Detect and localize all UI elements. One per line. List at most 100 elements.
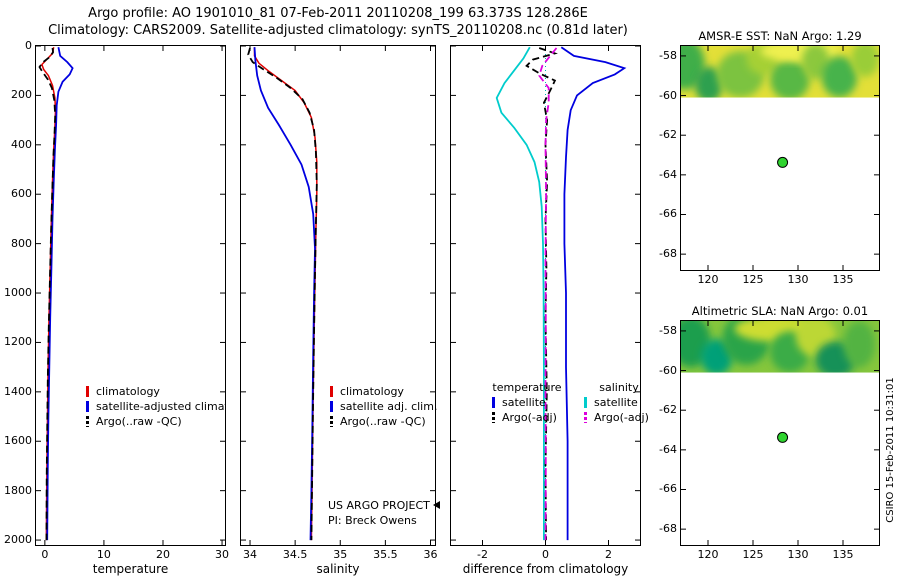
- salinity-profile-chart: 34 34.5 35 35.5 36 salinity: [240, 45, 437, 576]
- legend-row: climatology: [86, 384, 225, 399]
- tick-label: 125: [742, 548, 764, 561]
- tick-label: 1800: [4, 483, 32, 497]
- chart-canvas: [681, 321, 879, 545]
- tick-label: -66: [659, 207, 677, 221]
- chart-canvas: [681, 46, 879, 270]
- tick-label: 1600: [4, 434, 32, 448]
- annotation-arrow-icon: [432, 501, 440, 509]
- tick-label: 30: [215, 548, 230, 561]
- series-line: [538, 47, 558, 541]
- tick-label: 200: [11, 88, 32, 102]
- figure-title-line2: Climatology: CARS2009. Satellite-adjuste…: [48, 23, 628, 38]
- tick-label: 600: [11, 187, 32, 201]
- legend-label: satellite adj. clim.: [340, 400, 438, 413]
- legend-row: climatology: [330, 384, 440, 399]
- argo-float-marker: [777, 156, 789, 168]
- legend-label: Argo(-adj): [502, 411, 557, 424]
- series-line: [253, 47, 318, 541]
- series-line: [38, 47, 57, 541]
- tick-label: -60: [659, 88, 677, 102]
- legend-label: satellite-adjusted climatology: [96, 400, 225, 413]
- tick-label: 36: [423, 548, 438, 561]
- project-annotation: US ARGO PROJECT PI: Breck Owens: [328, 498, 440, 528]
- tick-label: 120: [697, 548, 719, 561]
- tick-label: 2000: [4, 533, 32, 547]
- argo-raw-line-sample: [330, 416, 333, 427]
- tick-label: 400: [11, 137, 32, 151]
- tick-label: 0: [542, 548, 549, 561]
- tick-label: -62: [659, 128, 677, 142]
- legend-row: satellite: [574, 395, 664, 410]
- series-line: [253, 47, 316, 541]
- tick-label: -58: [659, 323, 677, 337]
- project-name: US ARGO PROJECT: [328, 499, 430, 512]
- tick-label: -62: [659, 403, 677, 417]
- climatology-line-sample: [330, 386, 333, 397]
- chart-title: Altimetric SLA: NaN Argo: 0.01: [691, 304, 869, 318]
- tick-label: 1000: [4, 286, 32, 300]
- satellite-climatology-line-sample: [330, 401, 333, 412]
- tick-label: -68: [659, 247, 677, 261]
- series-line: [495, 46, 545, 541]
- tick-label: -66: [659, 482, 677, 496]
- legend-row: satellite: [482, 395, 572, 410]
- csiro-timestamp-watermark: CSIRO 15-Feb-2011 10:31:01: [885, 377, 896, 523]
- legend-row: Argo(..raw -QC): [330, 414, 440, 429]
- chart-canvas: [451, 46, 640, 545]
- difference-temperature-legend: temperature satellite Argo(-adj): [482, 380, 572, 425]
- tick-label: 35: [333, 548, 348, 561]
- legend-label: Argo(-adj): [594, 411, 649, 424]
- project-line2: PI: Breck Owens: [328, 514, 417, 527]
- satellite-line-sample: [492, 397, 495, 408]
- tick-label: -68: [659, 522, 677, 536]
- climatology-line-sample: [86, 386, 89, 397]
- figure-title-line1: Argo profile: AO 1901010_81 07-Feb-2011 …: [88, 6, 588, 21]
- tick-label: -64: [659, 167, 677, 181]
- tick-label: 135: [832, 273, 854, 286]
- sla-map-chart: 120 125 130 135 -58 -60 -62 -64 -66 -68 Altimetric…: [659, 304, 880, 561]
- series-line: [247, 47, 318, 541]
- legend-header: salinity: [599, 381, 639, 394]
- legend-label: climatology: [96, 385, 160, 398]
- difference-profile-chart: -2 0 2 difference from climatology: [450, 45, 641, 576]
- legend-label: climatology: [340, 385, 404, 398]
- legend-header: temperature: [492, 381, 562, 394]
- series-line: [46, 47, 74, 541]
- tick-label: -60: [659, 363, 677, 377]
- legend-row: Argo(-adj): [482, 410, 572, 425]
- satellite-climatology-line-sample: [86, 401, 89, 412]
- argo-adj-line-sample: [584, 412, 587, 423]
- tick-label: 130: [787, 548, 809, 561]
- difference-salinity-legend: salinity satellite Argo(-adj): [574, 380, 664, 425]
- tick-label: 20: [155, 548, 170, 561]
- tick-label: 1200: [4, 335, 32, 349]
- tick-label: 35.5: [373, 548, 398, 561]
- chart-title: AMSR-E SST: NaN Argo: 1.29: [698, 29, 862, 43]
- tick-label: -64: [659, 442, 677, 456]
- legend-label: satellite: [594, 396, 638, 409]
- x-axis-label: temperature: [92, 562, 169, 576]
- temperature-profile-chart: 0 10 20 30 0 200 400 600 800 1000 1200 1400 1600 1800…: [4, 39, 229, 576]
- legend-row: satellite adj. clim.: [330, 399, 440, 414]
- tick-label: 2: [605, 548, 612, 561]
- x-axis-label: salinity: [316, 562, 360, 576]
- tick-label: 10: [96, 548, 111, 561]
- tick-label: -58: [659, 48, 677, 62]
- chart-canvas: [36, 46, 225, 545]
- legend-row: Argo(-adj): [574, 410, 664, 425]
- x-axis-label: difference from climatology: [462, 562, 629, 576]
- legend-label: satellite: [502, 396, 546, 409]
- tick-label: 1400: [4, 384, 32, 398]
- series-line: [525, 47, 558, 541]
- tick-label: 120: [697, 273, 719, 286]
- tick-label: 130: [787, 273, 809, 286]
- argo-raw-line-sample: [86, 416, 89, 427]
- tick-label: 125: [742, 273, 764, 286]
- tick-label: 135: [832, 548, 854, 561]
- tick-label: 800: [11, 236, 32, 250]
- tick-label: 34: [243, 548, 258, 561]
- legend-label: Argo(..raw -QC): [96, 415, 182, 428]
- argo-float-marker: [777, 431, 789, 443]
- tick-label: 0: [41, 548, 49, 561]
